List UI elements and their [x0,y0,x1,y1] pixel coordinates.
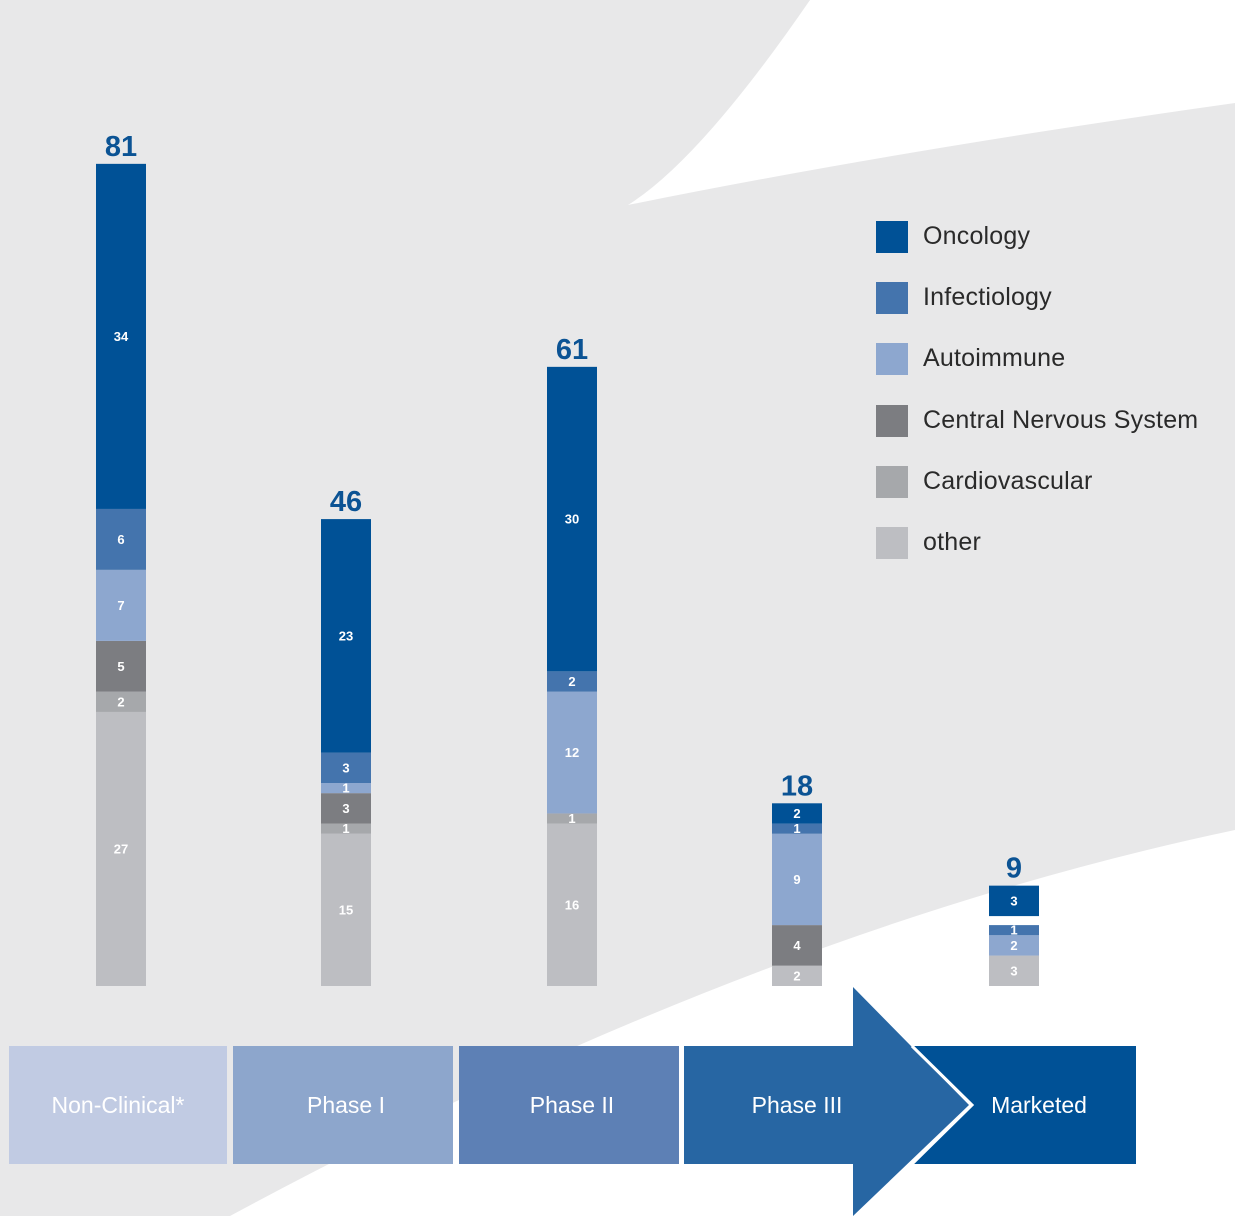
legend-label-central-nervous-system: Central Nervous System [923,405,1199,434]
bar-segment-other [96,711,146,986]
segment-value-label: 1 [568,811,575,826]
segment-value-label: 1 [342,821,349,836]
legend-swatch-oncology [876,221,908,253]
legend-label-other: other [923,528,981,556]
bar-segment-other [547,823,597,986]
segment-value-label: 12 [565,745,579,760]
segment-value-label: 15 [339,902,353,917]
segment-value-label: 30 [565,512,579,527]
bar-segment-cardiovascular [547,813,597,824]
legend-swatch-infectiology [876,282,908,315]
bar-segment-infectiology [772,823,822,834]
bar-segment-central-nervous-system [772,925,822,966]
bar-segment-oncology [321,519,371,753]
bar-segment-infectiology [321,752,371,783]
pipeline-stage-label-non-clinical: Non-Clinical* [51,1092,185,1118]
segment-value-label: 2 [793,968,800,983]
legend-label-cardiovascular: Cardiovascular [923,466,1093,495]
pipeline-stage-non-clinical [9,1046,227,1164]
pipeline-arrow-divider [910,1044,975,1166]
segment-value-label: 1 [342,781,349,796]
bar-segment-oncology [989,885,1039,917]
segment-value-label: 2 [568,674,575,689]
segment-value-label: 7 [117,598,124,613]
bar-segment-cardiovascular [96,691,146,712]
bar-segment-oncology [547,366,597,672]
legend-label-oncology: Oncology [923,222,1031,250]
bar-segment-infectiology [96,508,146,570]
bar-segment-other [321,833,371,986]
pipeline-stage-phase-i [233,1046,453,1164]
bar-segment-oncology [96,163,146,509]
bar-segment-autoimmune [547,691,597,814]
bar-segment-central-nervous-system [96,640,146,692]
bar-segment-other [772,965,822,986]
bar-segment-cardiovascular [321,823,371,834]
segment-value-label: 6 [117,532,124,547]
pipeline-stage-label-phase-ii: Phase II [529,1092,615,1118]
bar-total-label: 46 [330,486,362,518]
bar-segment-autoimmune [321,783,371,794]
legend-swatch-cardiovascular [876,465,908,498]
bar-segment-infectiology [989,925,1039,936]
pipeline-stage-marketed [912,1046,1136,1164]
legend-label-autoimmune: Autoimmune [923,344,1066,373]
pipeline-stage-label-phase-iii: Phase III [751,1092,843,1118]
pipeline-stage-phase-ii [459,1046,679,1164]
segment-value-label: 1 [1010,923,1017,938]
bar-segment-oncology [772,803,822,824]
pipeline-stage-phase-iii [684,987,969,1216]
segment-value-label: 4 [793,938,801,953]
segment-value-label: 27 [114,841,128,856]
segment-value-label: 2 [793,806,800,821]
stacked-bars: 2725763481151313234616112230612491218321… [96,131,1039,986]
bar-phase-ii: 16 1 12 2 30 61 [547,334,597,986]
segment-value-label: 3 [342,760,349,775]
bar-segment-central-nervous-system [321,793,371,824]
bar-non-clinical: 27 2 5 7 6 34 81 [96,131,146,986]
segment-value-label: 34 [114,329,129,344]
bar-segment-autoimmune [989,935,1039,956]
segment-value-label: 23 [339,628,353,643]
segment-value-label: 2 [117,694,124,709]
legend-swatch-central-nervous-system [876,404,908,437]
bar-total-label: 18 [781,770,813,802]
legend-label-infectiology: Infectiology [923,283,1052,312]
legend-swatch-other [876,527,908,559]
segment-value-label: 1 [793,821,800,836]
pipeline-arrow [9,987,1136,1216]
segment-value-label: 3 [1010,893,1017,908]
bar-total-label: 61 [556,334,588,366]
pipeline-stage-label-phase-i: Phase I [307,1092,385,1118]
bar-segment-infectiology [547,671,597,692]
segment-value-label: 9 [793,872,800,887]
segment-value-label: 3 [1010,963,1017,978]
segment-value-label: 3 [342,801,349,816]
segment-value-label: 16 [565,897,579,912]
segment-value-label: 2 [1010,938,1017,953]
bar-segment-autoimmune [96,569,146,641]
bar-segment-other [989,955,1039,986]
legend-swatch-autoimmune [876,343,908,376]
bar-total-label: 81 [105,131,137,163]
bar-segment-autoimmune [772,833,822,926]
pipeline-stage-label-marketed: Marketed [991,1092,1087,1118]
bar-total-label: 9 [1006,853,1022,885]
segment-value-label: 5 [117,659,124,674]
